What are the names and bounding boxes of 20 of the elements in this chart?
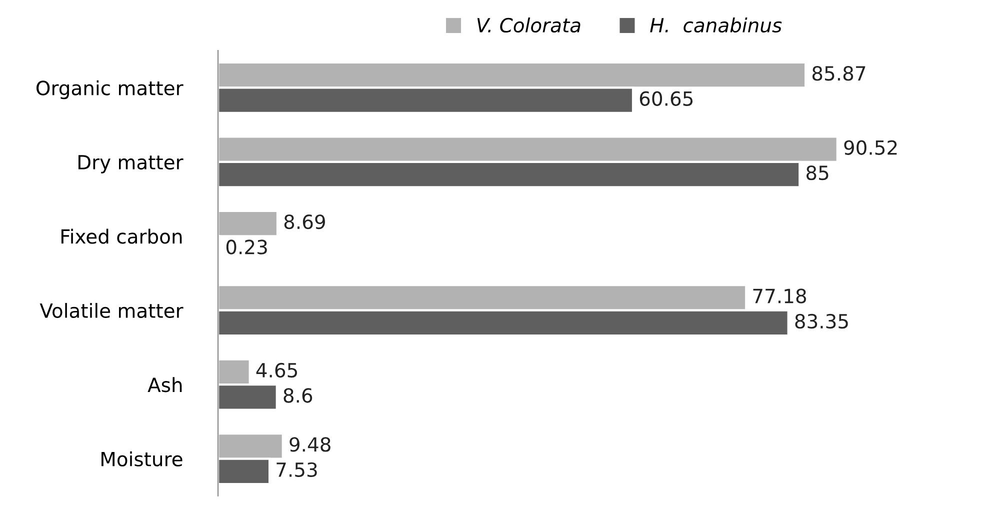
y-tick-label: Volatile matter — [40, 302, 184, 318]
legend-label: V. Colorata — [477, 18, 580, 33]
data-label: 85 — [806, 165, 828, 180]
y-tick-label: Ash — [148, 377, 182, 392]
data-label: 90.52 — [844, 140, 897, 155]
data-label: 85.87 — [812, 66, 866, 81]
data-label: 8.6 — [284, 388, 312, 403]
data-label: 8.69 — [284, 214, 325, 230]
data-label: 9.48 — [290, 437, 330, 452]
y-tick-label: Moisture — [102, 451, 182, 466]
data-label: 83.35 — [795, 314, 848, 329]
y-tick-label: Organic matter — [36, 80, 184, 100]
data-label: 4.65 — [256, 362, 297, 378]
data-label: 60.65 — [640, 91, 693, 106]
y-tick-label: Fixed carbon — [61, 228, 182, 244]
y-tick-label: Dry matter — [78, 155, 184, 174]
data-label: 0.23 — [226, 240, 267, 254]
legend-label: H. canabinus — [650, 18, 782, 33]
data-label: 7.53 — [276, 462, 317, 478]
data-label: 77.18 — [753, 288, 806, 304]
